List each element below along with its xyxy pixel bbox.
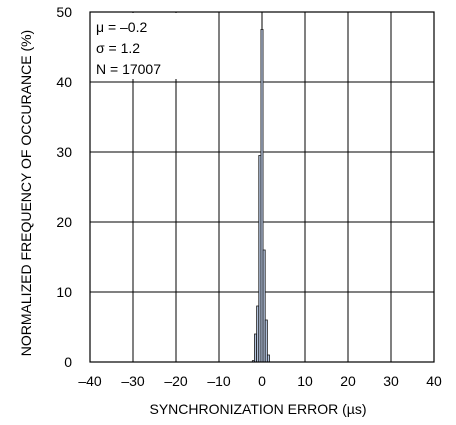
- y-tick-label: 10: [56, 284, 72, 300]
- x-tick-label: –20: [164, 373, 188, 389]
- stats-box-background: [91, 13, 183, 79]
- x-tick-label: 20: [340, 373, 356, 389]
- y-tick-label: 0: [64, 354, 72, 370]
- y-tick-labels: 0 10 20 30 40 50: [56, 4, 72, 370]
- y-tick-label: 50: [56, 4, 72, 20]
- stats-sigma: σ = 1.2: [96, 40, 140, 56]
- x-tick-label: 30: [383, 373, 399, 389]
- x-tick-label: 10: [297, 373, 313, 389]
- x-tick-label: 0: [258, 373, 266, 389]
- x-tick-label: –30: [121, 373, 145, 389]
- histogram-bar: [266, 354, 270, 363]
- histogram-bars: [251, 29, 270, 363]
- stats-mean: μ = –0.2: [96, 19, 147, 35]
- y-tick-label: 40: [56, 74, 72, 90]
- y-tick-label: 30: [56, 144, 72, 160]
- x-tick-label: –40: [78, 373, 102, 389]
- x-tick-label: 40: [426, 373, 442, 389]
- x-axis-title: SYNCHRONIZATION ERROR (µs): [149, 401, 366, 417]
- y-tick-label: 20: [56, 214, 72, 230]
- y-axis-title: NORMALIZED FREQUENCY OF OCCURANCE (%): [18, 30, 34, 356]
- plot-frame: [89, 11, 435, 363]
- x-tick-label: –10: [207, 373, 231, 389]
- stats-count: N = 17007: [96, 61, 161, 77]
- x-tick-labels: –40 –30 –20 –10 0 10 20 30 40: [78, 373, 442, 389]
